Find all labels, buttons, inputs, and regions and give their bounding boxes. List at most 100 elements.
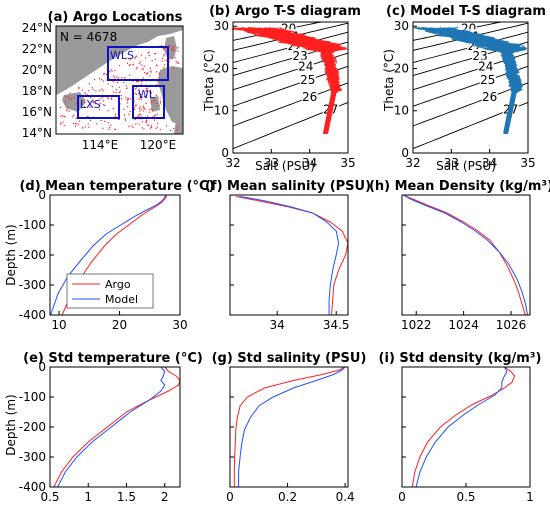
argo-dot	[136, 93, 138, 95]
argo-dot	[135, 87, 137, 89]
argo-dot	[76, 123, 78, 125]
argo-dot	[154, 114, 156, 116]
argo-dot	[146, 89, 148, 91]
ts-trace	[249, 27, 338, 134]
x-tick-label: 20	[112, 318, 127, 332]
y-tick-label: -300	[19, 450, 46, 464]
argo-dot	[140, 84, 142, 86]
argo-dot	[102, 127, 104, 129]
map-lat-ticks: 14°N 16°N 18°N 20°N 22°N 24°N	[22, 21, 52, 140]
lon-tick: 120°E	[140, 138, 177, 152]
argo-dot	[81, 127, 84, 129]
argo-dot	[96, 123, 98, 125]
argo-dot	[173, 127, 175, 130]
profile-plot-g: 0 0.2 0.4	[226, 366, 355, 504]
argo-dot	[114, 128, 116, 130]
argo-dot	[141, 127, 143, 129]
argo-dot	[138, 114, 140, 116]
argo-dot	[126, 102, 128, 104]
lat-tick: 22°N	[22, 42, 52, 56]
argo-dot	[176, 129, 178, 131]
argo-dot	[158, 77, 160, 79]
argo-dot	[60, 123, 62, 125]
argo-dot	[135, 104, 137, 106]
panel-d: (d) Mean temperature (°C) 10 20 30 0 -100 -20…	[4, 179, 215, 332]
panel-h-title-text: (h) Mean Density (kg/m³)	[369, 179, 550, 194]
argo-dot	[134, 119, 136, 121]
argo-dot	[144, 108, 146, 110]
model-profile-line	[404, 195, 529, 316]
argo-dot	[127, 99, 129, 101]
argo-dot	[147, 124, 149, 126]
argo-dot	[169, 45, 171, 47]
argo-dot	[165, 125, 168, 127]
argo-dot	[111, 98, 113, 100]
argo-dot	[99, 102, 102, 104]
panel-a-title: (a) Argo Locations	[48, 10, 183, 25]
argo-dot	[115, 92, 117, 94]
argo-dot	[119, 65, 121, 67]
argo-dot	[83, 102, 86, 104]
argo-dot	[67, 98, 70, 100]
argo-dot	[151, 100, 153, 103]
argo-dot	[91, 87, 93, 89]
profile-plot-h: 1022 1024 1026	[401, 194, 531, 332]
argo-dot	[112, 108, 114, 110]
x-tick-label: 1.5	[117, 490, 136, 504]
argo-dot	[123, 114, 126, 116]
argo-dot	[163, 67, 165, 69]
argo-dot	[92, 101, 94, 103]
argo-dot	[106, 96, 108, 98]
x-tick-label: 33	[444, 156, 459, 170]
contour-label-bg	[301, 90, 318, 103]
argo-dot	[92, 89, 94, 91]
profile-plot-e: 0.5 1 1.5 2 0 -100 -200 -300 -400	[19, 360, 181, 504]
x-tick-label: 0	[226, 490, 234, 504]
y-tick-label: -300	[19, 278, 46, 292]
argo-dot	[73, 97, 75, 99]
argo-dot	[140, 93, 142, 95]
x-tick-label: 34	[302, 156, 317, 170]
panel-g: (g) Std salinity (PSU) 0 0.2 0.4	[212, 351, 367, 504]
argo-dot	[149, 70, 151, 72]
argo-profile-line	[235, 196, 349, 316]
argo-dot	[105, 73, 108, 76]
argo-dot	[129, 74, 131, 76]
contour-label-bg	[297, 59, 314, 72]
lat-tick: 16°N	[22, 105, 52, 119]
argo-dot	[155, 102, 157, 104]
argo-dot	[94, 100, 96, 103]
argo-dot	[165, 59, 167, 61]
x-tick-label: 0.5	[456, 490, 475, 504]
argo-dot	[147, 72, 149, 74]
argo-dot	[150, 126, 153, 128]
argo-dot	[172, 48, 174, 51]
density-contour-label: 26	[302, 90, 317, 104]
axes-frame	[412, 21, 529, 154]
argo-dot	[150, 71, 152, 73]
argo-profile-line	[404, 195, 526, 316]
argo-dot	[127, 106, 129, 108]
argo-dot	[99, 77, 101, 79]
argo-dot	[65, 96, 67, 98]
argo-dot	[153, 115, 156, 117]
argo-dot	[138, 88, 140, 91]
density-contour-label: 24	[298, 60, 313, 74]
argo-dot	[75, 117, 77, 120]
argo-dot	[123, 82, 125, 84]
argo-dot	[74, 125, 76, 127]
argo-dot	[171, 49, 173, 51]
argo-dot	[99, 89, 101, 91]
y-tick-label: 30	[394, 19, 409, 33]
argo-dot	[98, 108, 101, 110]
argo-dot	[163, 48, 165, 50]
argo-dot	[132, 127, 134, 129]
argo-dot	[114, 115, 116, 117]
x-tick-label: 32	[405, 156, 420, 170]
argo-dot	[146, 115, 149, 117]
argo-dot	[139, 61, 141, 63]
legend: Argo Model	[66, 273, 154, 309]
argo-dot	[138, 98, 140, 100]
argo-dot	[107, 98, 109, 100]
